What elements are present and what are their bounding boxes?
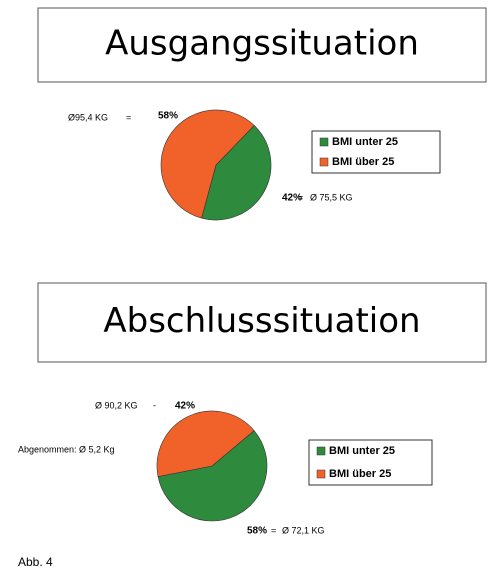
legend-swatch <box>316 446 326 456</box>
chart-title: Abschlusssituation <box>103 301 420 341</box>
annotation: Ø 72,1 KG <box>282 525 325 535</box>
annotation: = <box>126 112 131 122</box>
legend-swatch <box>319 157 329 167</box>
legend-swatch <box>316 469 326 479</box>
caption: Abb. 4 <box>18 555 53 569</box>
annotation: Ø 75,5 KG <box>310 192 353 202</box>
value-label: 58% <box>158 111 178 122</box>
pie-slice <box>201 125 272 221</box>
annotation: Abgenommen: Ø 5,2 Kg <box>18 444 115 454</box>
annotation: Ø95,4 KG <box>68 112 108 122</box>
pie-slice <box>160 109 255 219</box>
pie-slice <box>156 410 255 478</box>
value-label: 42% <box>175 401 195 412</box>
value-label: 58% <box>247 526 267 537</box>
annotation: Ø 90,2 KG <box>95 400 138 410</box>
legend-label: BMI unter 25 <box>332 136 398 148</box>
annotation: - <box>153 400 156 410</box>
annotation: = <box>271 525 276 535</box>
legend-label: BMI unter 25 <box>329 445 395 457</box>
chart-title: Ausgangssituation <box>105 24 419 64</box>
legend-swatch <box>319 137 329 147</box>
legend-label: BMI über 25 <box>332 156 394 168</box>
title-box <box>37 7 487 83</box>
pie-slice <box>157 430 268 522</box>
legend-box <box>311 130 441 174</box>
legend-box <box>308 439 433 486</box>
title-box <box>37 282 487 363</box>
value-label: 42% <box>282 193 302 204</box>
annotation: = <box>298 192 303 202</box>
legend-label: BMI über 25 <box>329 468 391 480</box>
